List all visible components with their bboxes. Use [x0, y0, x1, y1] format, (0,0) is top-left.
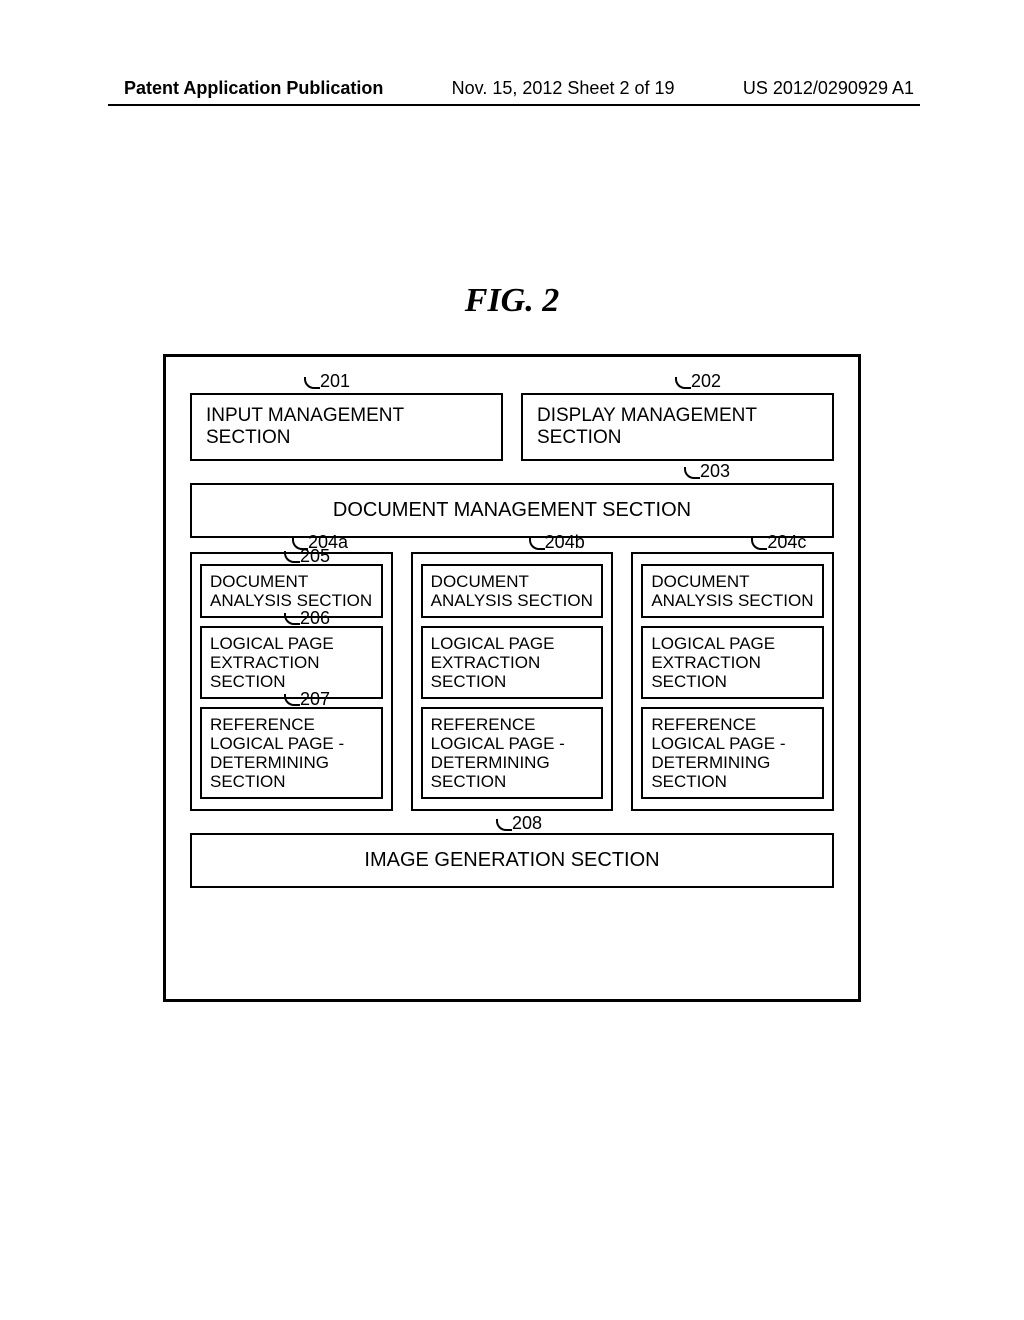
diagram-outer-box: 201 INPUT MANAGEMENT SECTION 202 DISPLAY…: [163, 354, 861, 1002]
column-a: 204a 205 DOCUMENT ANALYSIS SECTION 206 L…: [190, 552, 393, 811]
doc-analysis-b-label: DOCUMENT ANALYSIS SECTION: [431, 572, 593, 610]
doc-analysis-c: DOCUMENT ANALYSIS SECTION: [641, 564, 824, 618]
input-management-section-label: INPUT MANAGEMENT SECTION: [206, 405, 404, 448]
ref-logical-page-a: 207 REFERENCE LOGICAL PAGE -DETERMINING …: [200, 707, 383, 799]
image-generation-section-label: IMAGE GENERATION SECTION: [364, 849, 659, 871]
doc-analysis-c-label: DOCUMENT ANALYSIS SECTION: [651, 572, 813, 610]
page: Patent Application Publication Nov. 15, …: [0, 0, 1024, 1320]
column-c: 204c DOCUMENT ANALYSIS SECTION LOGICAL P…: [631, 552, 834, 811]
ref-logical-page-c-label: REFERENCE LOGICAL PAGE -DETERMINING SECT…: [651, 715, 785, 791]
ref-205: 205: [300, 546, 330, 566]
ref-202: 202: [691, 371, 721, 392]
ref-201: 201: [320, 371, 350, 392]
row-top: 201 INPUT MANAGEMENT SECTION 202 DISPLAY…: [190, 393, 834, 461]
ref-logical-page-a-label: REFERENCE LOGICAL PAGE -DETERMINING SECT…: [210, 715, 344, 791]
header-right: US 2012/0290929 A1: [743, 78, 914, 99]
figure-title: FIG. 2: [0, 282, 1024, 320]
ref-206: 206: [300, 608, 330, 628]
ref-logical-page-b-label: REFERENCE LOGICAL PAGE -DETERMINING SECT…: [431, 715, 565, 791]
header-center: Nov. 15, 2012 Sheet 2 of 19: [452, 78, 675, 99]
row-columns: 204a 205 DOCUMENT ANALYSIS SECTION 206 L…: [190, 552, 834, 811]
ref-204b: 204b: [545, 532, 585, 553]
display-management-section-label: DISPLAY MANAGEMENT SECTION: [537, 405, 757, 448]
document-management-section-label: DOCUMENT MANAGEMENT SECTION: [333, 499, 691, 521]
logical-page-extraction-b: LOGICAL PAGE EXTRACTION SECTION: [421, 626, 604, 699]
doc-analysis-a: 205 DOCUMENT ANALYSIS SECTION: [200, 564, 383, 618]
doc-analysis-a-label: DOCUMENT ANALYSIS SECTION: [210, 572, 372, 610]
ref-207: 207: [300, 689, 330, 709]
logical-page-extraction-c: LOGICAL PAGE EXTRACTION SECTION: [641, 626, 824, 699]
ref-logical-page-b: REFERENCE LOGICAL PAGE -DETERMINING SECT…: [421, 707, 604, 799]
display-management-section-box: 202 DISPLAY MANAGEMENT SECTION: [521, 393, 834, 461]
logical-page-extraction-b-label: LOGICAL PAGE EXTRACTION SECTION: [431, 634, 555, 691]
logical-page-extraction-a-label: LOGICAL PAGE EXTRACTION SECTION: [210, 634, 334, 691]
ref-204c: 204c: [767, 532, 806, 553]
document-management-section-box: 203 DOCUMENT MANAGEMENT SECTION: [190, 483, 834, 538]
doc-analysis-b: DOCUMENT ANALYSIS SECTION: [421, 564, 604, 618]
logical-page-extraction-c-label: LOGICAL PAGE EXTRACTION SECTION: [651, 634, 775, 691]
column-b: 204b DOCUMENT ANALYSIS SECTION LOGICAL P…: [411, 552, 614, 811]
page-header: Patent Application Publication Nov. 15, …: [0, 78, 1024, 99]
ref-208: 208: [512, 813, 542, 834]
image-generation-section-box: 208 IMAGE GENERATION SECTION: [190, 833, 834, 888]
ref-logical-page-c: REFERENCE LOGICAL PAGE -DETERMINING SECT…: [641, 707, 824, 799]
ref-203: 203: [700, 461, 730, 482]
header-rule: [108, 104, 920, 106]
header-left: Patent Application Publication: [124, 78, 383, 99]
input-management-section-box: 201 INPUT MANAGEMENT SECTION: [190, 393, 503, 461]
logical-page-extraction-a: 206 LOGICAL PAGE EXTRACTION SECTION: [200, 626, 383, 699]
